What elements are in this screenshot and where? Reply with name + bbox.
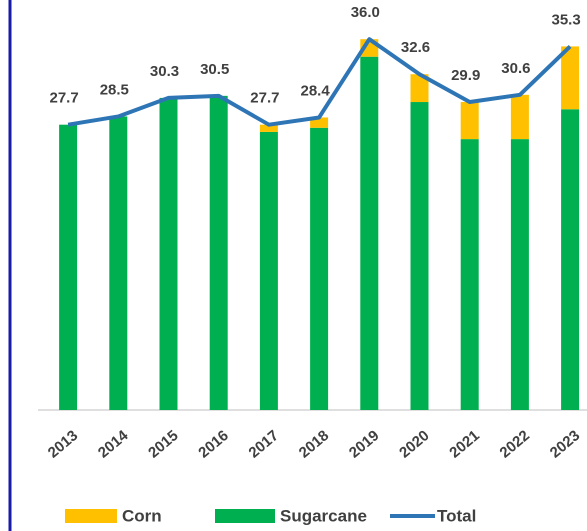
data-label: 27.7 [49, 90, 78, 107]
bar-segment [561, 46, 580, 110]
x-tick-label: 2013 [45, 427, 81, 461]
x-tick-label: 2018 [296, 427, 332, 461]
bar-segment [259, 124, 278, 132]
bar-segment [460, 139, 479, 411]
legend-label: Sugarcane [280, 506, 367, 525]
bar-segment [410, 102, 429, 410]
bar-segment [510, 94, 529, 140]
bar-segment [109, 116, 128, 410]
x-tick-label: 2015 [145, 427, 181, 461]
data-label: 30.3 [150, 63, 179, 80]
x-tick-label: 2023 [547, 427, 583, 461]
bar-segment [360, 56, 379, 411]
data-label: 27.7 [250, 90, 279, 107]
data-label: 36.0 [351, 4, 380, 21]
bar-segment [59, 124, 78, 410]
x-tick-label: 2022 [497, 427, 533, 461]
data-label: 32.6 [401, 39, 430, 56]
bar-segment [310, 127, 329, 410]
bar-segment [460, 102, 479, 140]
data-label: 28.4 [300, 82, 330, 99]
legend-label: Corn [122, 506, 162, 525]
x-tick-label: 2019 [346, 427, 382, 461]
data-label: 29.9 [451, 67, 480, 84]
x-tick-label: 2016 [195, 427, 231, 461]
x-tick-label: 2017 [246, 427, 282, 461]
x-tick-label: 2020 [396, 427, 432, 461]
data-label: 28.5 [100, 81, 129, 98]
legend-swatch [65, 509, 117, 523]
bar-segment [209, 95, 228, 410]
legend-label: Total [437, 506, 476, 525]
bar-segment [310, 117, 329, 128]
data-label: 30.5 [200, 61, 229, 78]
data-label: 30.6 [501, 60, 530, 77]
bar-segment [159, 97, 178, 410]
total-line [67, 37, 572, 127]
bar-segment [561, 109, 580, 411]
bar-segment [410, 74, 429, 103]
x-tick-label: 2014 [95, 427, 132, 462]
legend-swatch [215, 509, 275, 523]
x-tick-label: 2021 [446, 427, 482, 461]
bar-segment [510, 139, 529, 411]
bar-segment [259, 131, 278, 410]
data-label: 35.3 [551, 11, 580, 28]
